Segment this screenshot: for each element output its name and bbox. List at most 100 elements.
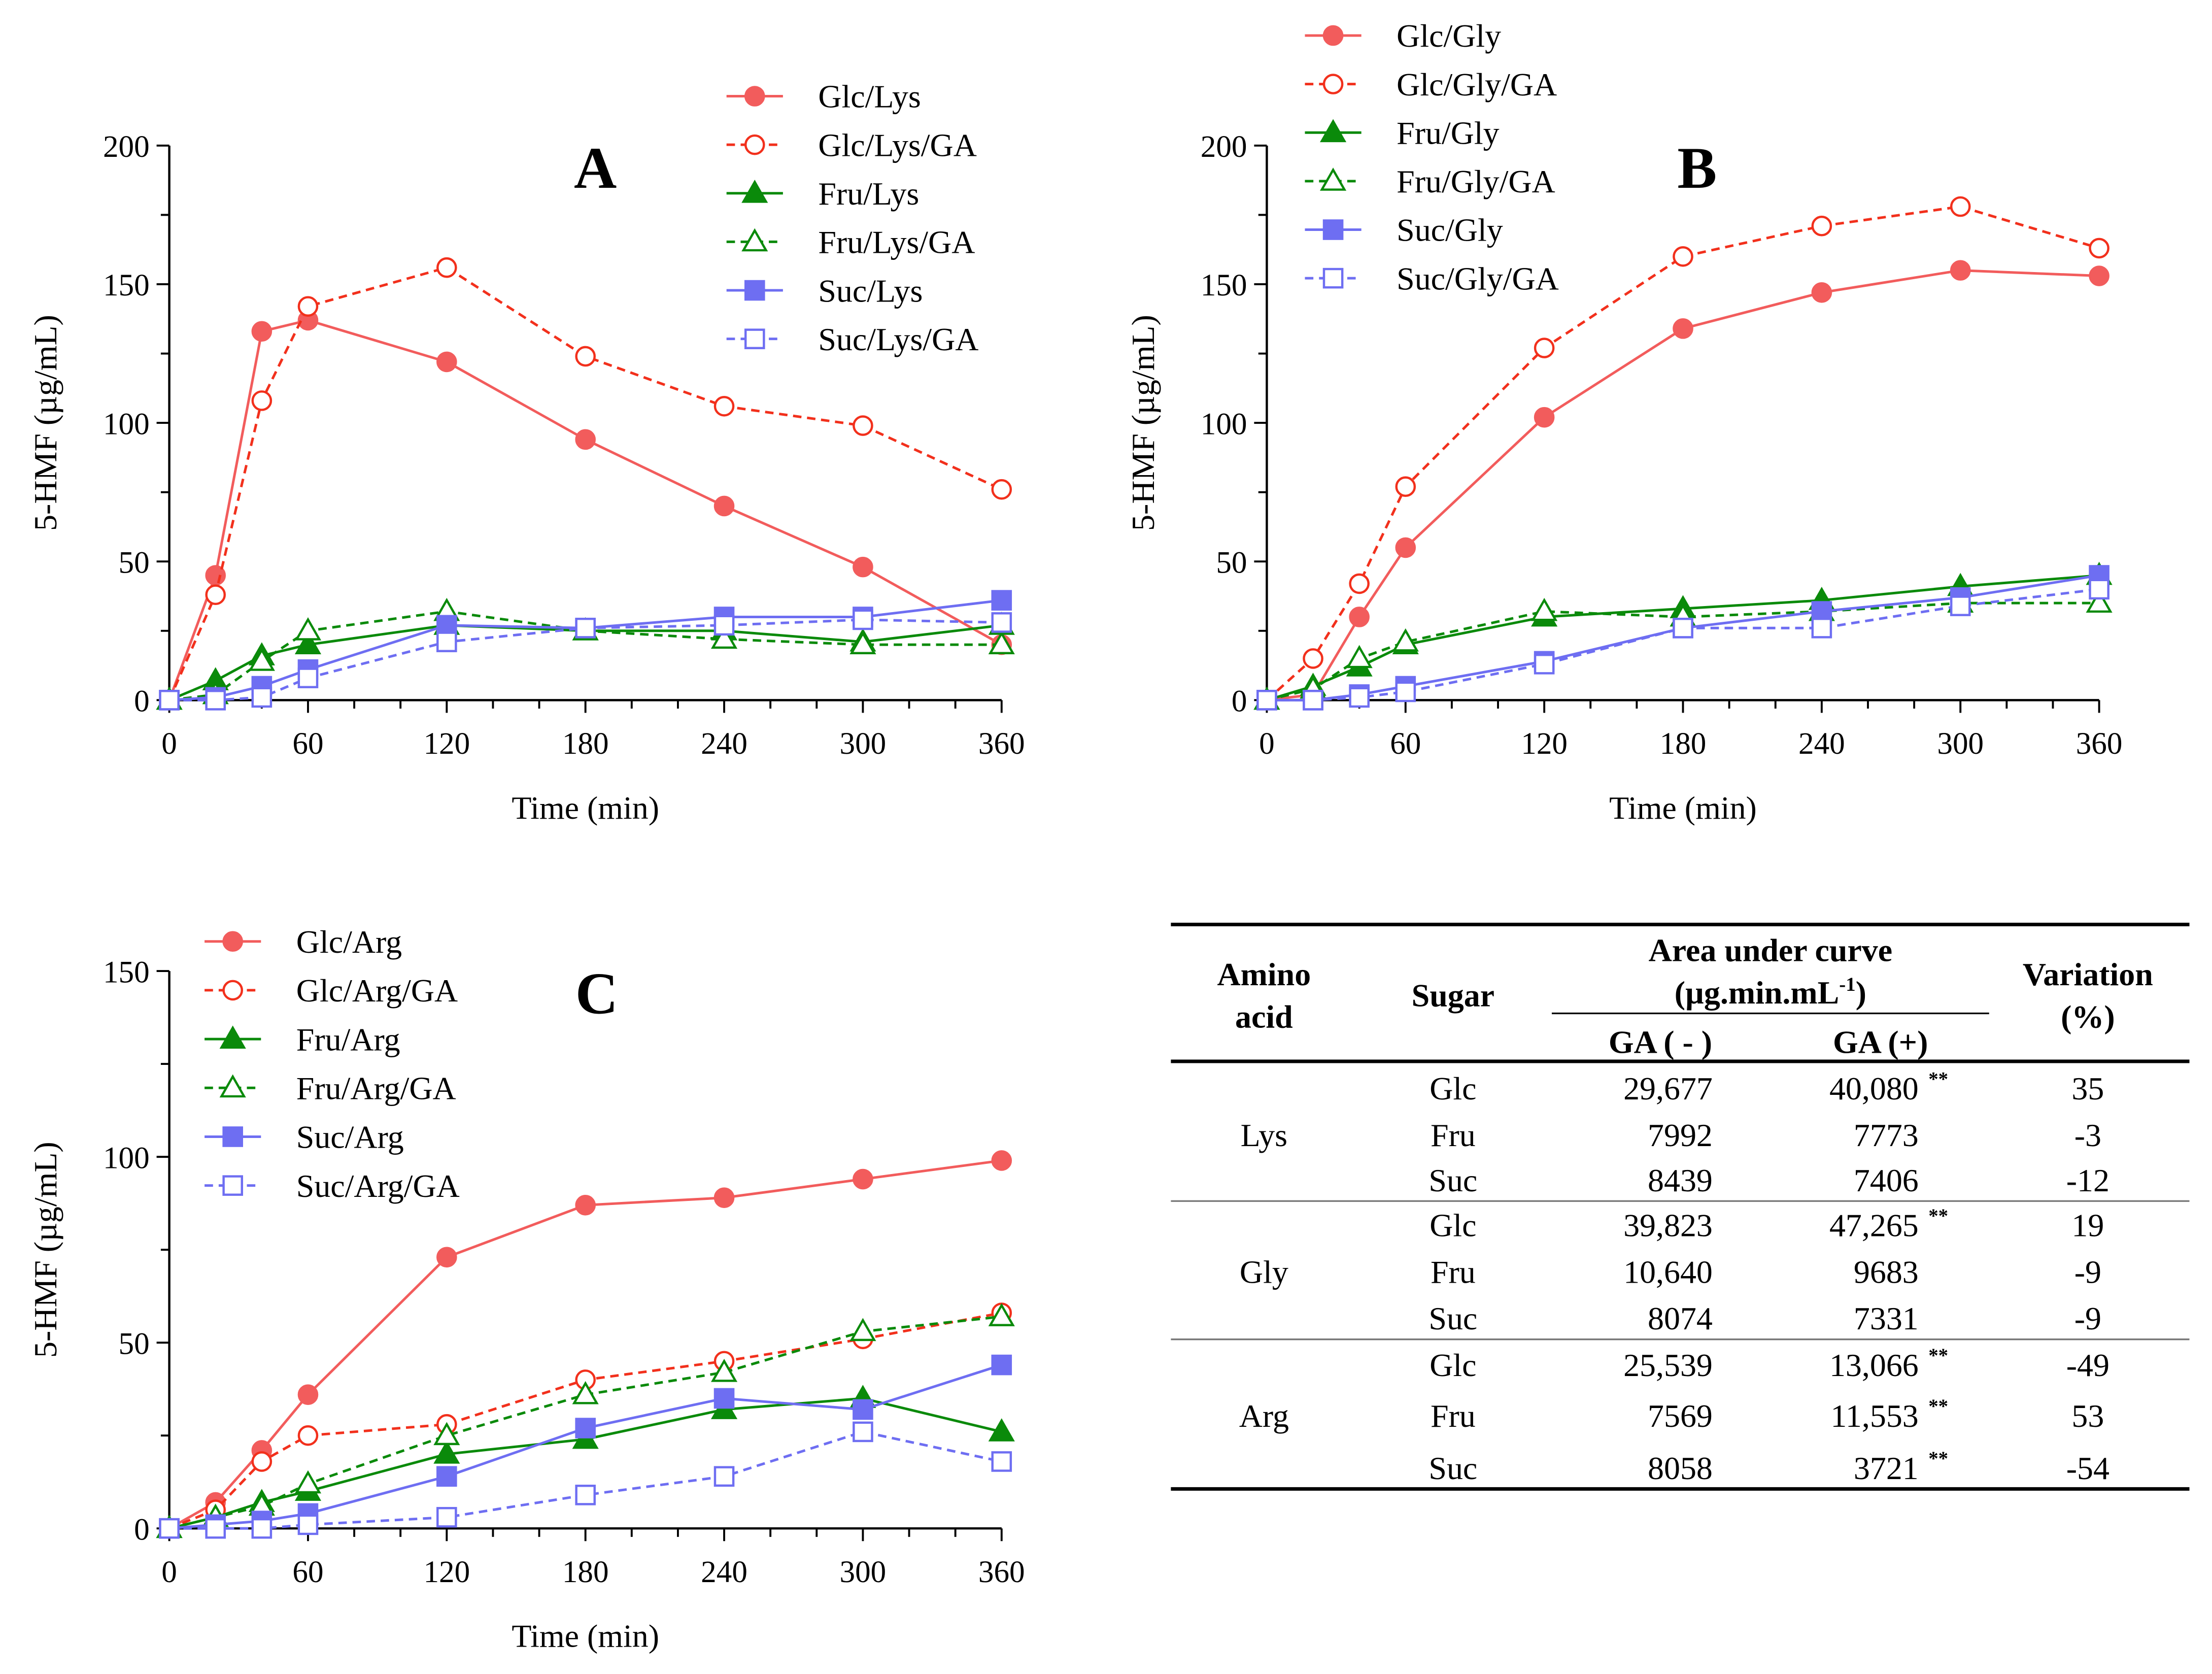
data-point <box>205 1518 226 1539</box>
legend-label: Suc/Arg <box>296 1119 404 1155</box>
x-tick-label: 0 <box>161 1555 177 1589</box>
series-fru-lys-ga <box>156 597 1015 710</box>
legend-entry: Glc/Lys <box>726 79 921 115</box>
legend-entry: Suc/Gly/GA <box>1305 260 1559 296</box>
data-point <box>248 648 275 671</box>
data-point <box>713 495 735 517</box>
ga-plus-cell: 13,066 <box>1829 1347 1919 1383</box>
data-point <box>251 321 273 342</box>
data-point <box>1950 260 1971 281</box>
x-tick-label: 360 <box>978 727 1025 761</box>
ga-plus-cell: 7331 <box>1854 1300 1919 1336</box>
legend-label: Fru/Arg/GA <box>296 1070 456 1107</box>
x-tick-label: 180 <box>562 1555 609 1589</box>
data-point <box>713 1466 735 1487</box>
data-point <box>294 631 322 654</box>
y-axis-title: 5-HMF (µg/mL) <box>27 1142 63 1358</box>
data-point <box>436 631 457 652</box>
variation-cell: -54 <box>2066 1450 2109 1486</box>
header-auc: Area under curve <box>1649 932 1893 968</box>
data-point <box>251 687 273 708</box>
data-point <box>436 1466 457 1487</box>
amino-acid-cell: Gly <box>1240 1254 1288 1290</box>
y-tick-label: 50 <box>119 1327 150 1361</box>
table-row: Fru 7992 7773 -3 <box>1431 1117 2101 1153</box>
legend-entry: Suc/Gly <box>1305 212 1503 248</box>
x-tick-label: 120 <box>423 727 470 761</box>
ga-plus-cell: 47,265 <box>1829 1208 1919 1244</box>
ga-plus-cell: 3721 <box>1854 1450 1919 1486</box>
x-axis-title: Time (min) <box>512 790 659 826</box>
data-point <box>849 631 876 654</box>
data-point <box>575 618 596 639</box>
data-point <box>1811 618 1832 639</box>
header-variation-2: (%) <box>2061 998 2115 1034</box>
panel-label: C <box>575 961 618 1026</box>
data-point <box>297 296 319 317</box>
x-tick-label: 300 <box>840 727 887 761</box>
y-tick-label: 0 <box>134 1513 150 1547</box>
data-point <box>436 351 457 373</box>
ga-minus-cell: 39,823 <box>1623 1208 1713 1244</box>
series-glc-gly-ga <box>1256 196 2109 711</box>
legend-label: Glc/Gly <box>1397 18 1501 54</box>
y-tick-label: 200 <box>1201 130 1247 164</box>
legend-marker <box>219 1074 246 1098</box>
data-point <box>1395 537 1416 558</box>
x-axis-title: Time (min) <box>512 1618 659 1654</box>
panel-label: B <box>1677 136 1717 201</box>
table-row: Glc 25,539 13,066 ** -49 <box>1430 1345 2109 1383</box>
series-suc-lys-ga <box>159 609 1012 711</box>
data-point <box>713 1187 735 1208</box>
y-axis-title: 5-HMF (µg/mL) <box>1125 315 1161 531</box>
legend-marker <box>741 228 768 252</box>
series-line <box>169 1430 1002 1530</box>
legend-marker <box>222 931 243 952</box>
auc-table: Amino acid Sugar Area under curve (µg.mi… <box>1171 922 2190 1491</box>
ga-minus-cell: 8058 <box>1648 1450 1713 1486</box>
table-row: Fru 7569 11,553 ** 53 <box>1431 1395 2104 1434</box>
data-point <box>436 1506 457 1528</box>
data-point <box>991 1150 1012 1171</box>
y-tick-label: 50 <box>119 546 150 580</box>
table-row: Suc 8439 7406 -12 <box>1428 1162 2109 1198</box>
ga-minus-cell: 8074 <box>1648 1300 1713 1336</box>
legend-entry: Glc/Gly/GA <box>1305 66 1557 103</box>
significance-mark: ** <box>1928 1068 1948 1090</box>
data-point <box>853 1421 873 1443</box>
legend-entry: Glc/Gly <box>1305 18 1501 54</box>
header-variation-1: Variation <box>2023 956 2153 992</box>
header-sugar: Sugar <box>1412 978 1494 1014</box>
series-line <box>168 319 1003 701</box>
data-point <box>713 1388 735 1409</box>
legend-label: Suc/Gly <box>1397 212 1503 248</box>
x-tick-label: 0 <box>1259 727 1275 761</box>
data-point <box>853 1399 873 1420</box>
x-tick-label: 120 <box>423 1555 470 1589</box>
table-body: Lys Glc 29,677 40,080 ** 35 Fru 7992 7773 -3 Suc 84… <box>1239 1068 2109 1486</box>
x-tick-label: 300 <box>1937 727 1984 761</box>
amino-acid-cell: Arg <box>1239 1398 1289 1434</box>
ga-minus-cell: 29,677 <box>1623 1070 1713 1107</box>
ga-plus-cell: 9683 <box>1854 1254 1919 1290</box>
ga-plus-cell: 7406 <box>1854 1162 1919 1198</box>
amino-acid-cell: Lys <box>1241 1117 1287 1153</box>
data-point <box>1346 645 1373 668</box>
legend-label: Fru/Lys <box>818 176 919 212</box>
data-point <box>1673 246 1693 267</box>
variation-cell: -3 <box>2074 1117 2101 1153</box>
data-point <box>991 1451 1012 1472</box>
table-row: Glc 29,677 40,080 ** 35 <box>1430 1068 2104 1107</box>
legend-marker <box>744 280 765 301</box>
legend-label: Suc/Lys/GA <box>818 321 978 357</box>
data-point <box>991 612 1012 633</box>
data-point <box>436 1247 457 1268</box>
data-point <box>1811 215 1832 237</box>
data-point <box>436 615 457 636</box>
table-row: Suc 8058 3721 ** -54 <box>1428 1448 2109 1486</box>
data-point <box>297 1514 319 1535</box>
series-suc-gly-ga <box>1256 579 2109 711</box>
sugar-cell: Fru <box>1431 1398 1476 1434</box>
legend-marker <box>741 180 768 203</box>
